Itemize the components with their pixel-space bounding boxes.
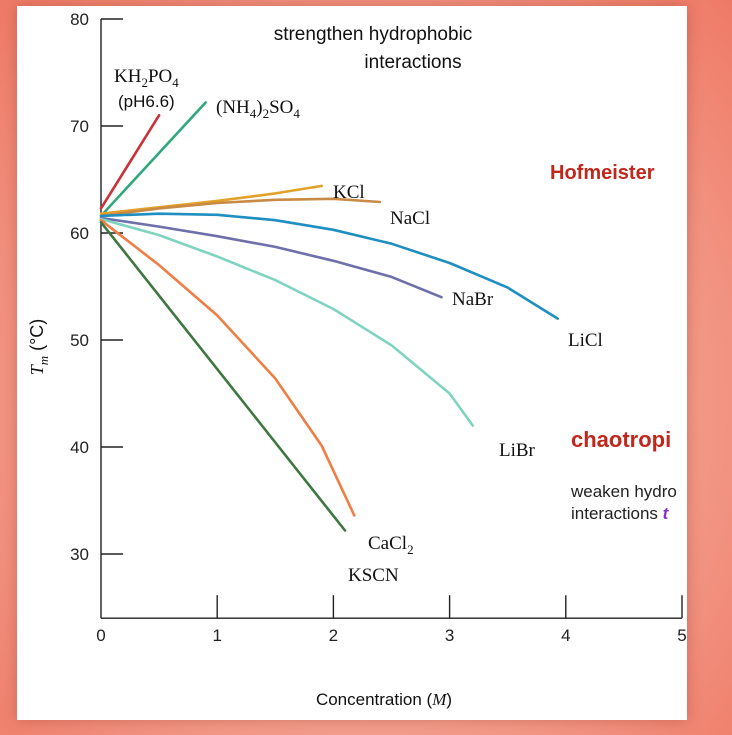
series-line-cacl2	[99, 218, 356, 517]
top-annotation-line2: interactions	[364, 52, 461, 73]
figure-panel	[17, 6, 687, 720]
hofmeister-label: Hofmeister	[550, 162, 655, 184]
series-line-kcl	[99, 184, 324, 215]
series-label-libr: LiBr	[499, 440, 536, 461]
y-tick-label-40: 40	[70, 438, 89, 457]
axes: 0 1 2 3 4 5 30 40 50 60 70 80	[70, 10, 687, 645]
series-label-kh2po4: KH2PO4	[114, 66, 179, 90]
series-line-nabr	[99, 216, 443, 299]
weaken-text-line2-main: interactions	[571, 504, 663, 523]
y-tick-label-70: 70	[70, 117, 89, 136]
x-tick-label-1: 1	[212, 626, 221, 645]
series-label-nacl: NaCl	[390, 208, 430, 229]
series-line-nh4-2so4	[99, 101, 207, 218]
y-tick-label-50: 50	[70, 331, 89, 350]
series-label-cacl2: CaCl2	[368, 533, 414, 557]
weaken-text-line1: weaken hydro	[571, 482, 677, 501]
series-label-nabr: NaBr	[452, 289, 494, 310]
series-label-kcl: KCl	[333, 182, 365, 203]
weaken-text-line2: interactions t	[571, 504, 668, 524]
series-line-libr	[99, 217, 475, 427]
y-axis-title: Tm (°C)	[27, 319, 51, 376]
series-label-licl: LiCl	[568, 330, 603, 351]
x-tick-label-4: 4	[561, 626, 570, 645]
series-line-kh2po4-ph6-6	[99, 114, 161, 210]
series-label-kscn: KSCN	[348, 565, 399, 586]
y-tick-label-60: 60	[70, 224, 89, 243]
x-axis-title: Concentration (M)	[316, 690, 452, 709]
series-label-nh4so4: (NH4)2SO4	[216, 97, 300, 121]
y-tick-label-80: 80	[70, 10, 89, 29]
series-label-kh2po4-note: (pH6.6)	[118, 92, 175, 111]
series-line-kscn	[99, 221, 347, 532]
x-tick-label-3: 3	[445, 626, 454, 645]
series-line-nacl	[99, 197, 382, 218]
weaken-text-line2-tail: t	[662, 504, 669, 523]
series-group	[99, 101, 560, 532]
chaotropic-label: chaotropi	[571, 427, 672, 452]
x-tick-label-0: 0	[96, 626, 105, 645]
x-tick-label-5: 5	[677, 626, 686, 645]
top-annotation-line1: strengthen hydrophobic	[274, 24, 473, 45]
x-tick-label-2: 2	[329, 626, 338, 645]
y-tick-label-30: 30	[70, 545, 89, 564]
series-line-licl	[99, 212, 560, 320]
